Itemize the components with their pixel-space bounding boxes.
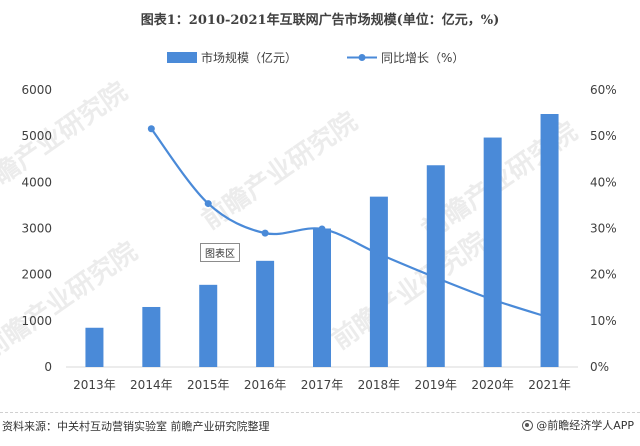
growth-point xyxy=(261,229,269,237)
x-tick-label: 2017年 xyxy=(301,378,344,392)
y-right-tick-label: 20% xyxy=(590,268,617,282)
chart-canvas: 前瞻产业研究院 前瞻产业研究院 前瞻产业研究院 前瞻产业研究院 前瞻产业研究院 … xyxy=(0,50,617,392)
y-left-tick-label: 1000 xyxy=(21,314,52,328)
x-axis-labels: 2013年 2014年 2015年 2016年 2017年 2018年 2019年 2020年… xyxy=(73,378,571,392)
x-tick-label: 2013年 xyxy=(73,378,116,392)
legend-line-label: 同比增长（%） xyxy=(381,51,464,65)
legend-bar-label: 市场规模（亿元） xyxy=(201,50,297,65)
bar xyxy=(540,114,559,367)
y-right-tick-label: 50% xyxy=(590,129,617,143)
x-tick-label: 2021年 xyxy=(528,378,571,392)
growth-point xyxy=(204,200,212,208)
bar xyxy=(369,196,388,367)
y-left-tick-label: 3000 xyxy=(21,222,52,236)
y-axis-left: 0 1000 2000 3000 4000 5000 6000 xyxy=(21,83,52,374)
bar xyxy=(313,228,331,367)
growth-point xyxy=(318,225,326,233)
brand-credit: @前瞻经济学人APP xyxy=(522,417,634,433)
bar xyxy=(426,165,445,367)
bar xyxy=(199,284,218,367)
source-note: 资料来源：中关村互动营销实验室 前瞻产业研究院整理 xyxy=(2,420,270,433)
growth-point xyxy=(147,125,155,133)
x-tick-label: 2018年 xyxy=(358,378,401,392)
x-tick-label: 2019年 xyxy=(415,378,458,392)
legend-line-marker xyxy=(358,54,366,61)
y-right-tick-label: 40% xyxy=(590,175,617,189)
legend-bar-swatch xyxy=(167,52,197,63)
y-right-tick-label: 0% xyxy=(590,360,609,374)
x-tick-label: 2014年 xyxy=(130,378,173,392)
y-right-tick-label: 10% xyxy=(590,314,617,328)
y-left-tick-label: 6000 xyxy=(21,83,52,97)
svg-text:前瞻产业研究院: 前瞻产业研究院 xyxy=(0,76,133,206)
bar xyxy=(142,306,161,367)
x-tick-label: 2015年 xyxy=(187,378,230,392)
y-right-tick-label: 30% xyxy=(590,222,617,236)
bar xyxy=(483,137,502,367)
svg-text:前瞻产业研究院: 前瞻产业研究院 xyxy=(0,236,143,366)
chart-title: 图表1：2010-2021年互联网广告市场规模(单位：亿元，%) xyxy=(140,13,500,28)
bar xyxy=(85,327,104,367)
y-axis-right: 0% 10% 20% 30% 40% 50% 60% xyxy=(590,83,617,374)
line-series xyxy=(147,125,550,319)
brand-logo-icon xyxy=(522,419,534,431)
bar xyxy=(256,260,275,367)
y-left-tick-label: 0 xyxy=(44,360,52,374)
y-right-tick-label: 60% xyxy=(590,83,617,97)
y-left-tick-label: 2000 xyxy=(21,268,52,282)
brand-label: @前瞻经济学人APP xyxy=(536,419,634,432)
x-tick-label: 2020年 xyxy=(471,378,514,392)
legend: 市场规模（亿元） 同比增长（%） xyxy=(167,50,464,65)
y-left-tick-label: 4000 xyxy=(21,175,52,189)
chart-area-tooltip: 图表区 xyxy=(200,243,240,262)
bar-series xyxy=(85,114,559,367)
svg-text:前瞻产业研究院: 前瞻产业研究院 xyxy=(196,106,363,236)
footer-divider xyxy=(0,412,640,413)
y-left-tick-label: 5000 xyxy=(21,129,52,143)
x-tick-label: 2016年 xyxy=(244,378,287,392)
